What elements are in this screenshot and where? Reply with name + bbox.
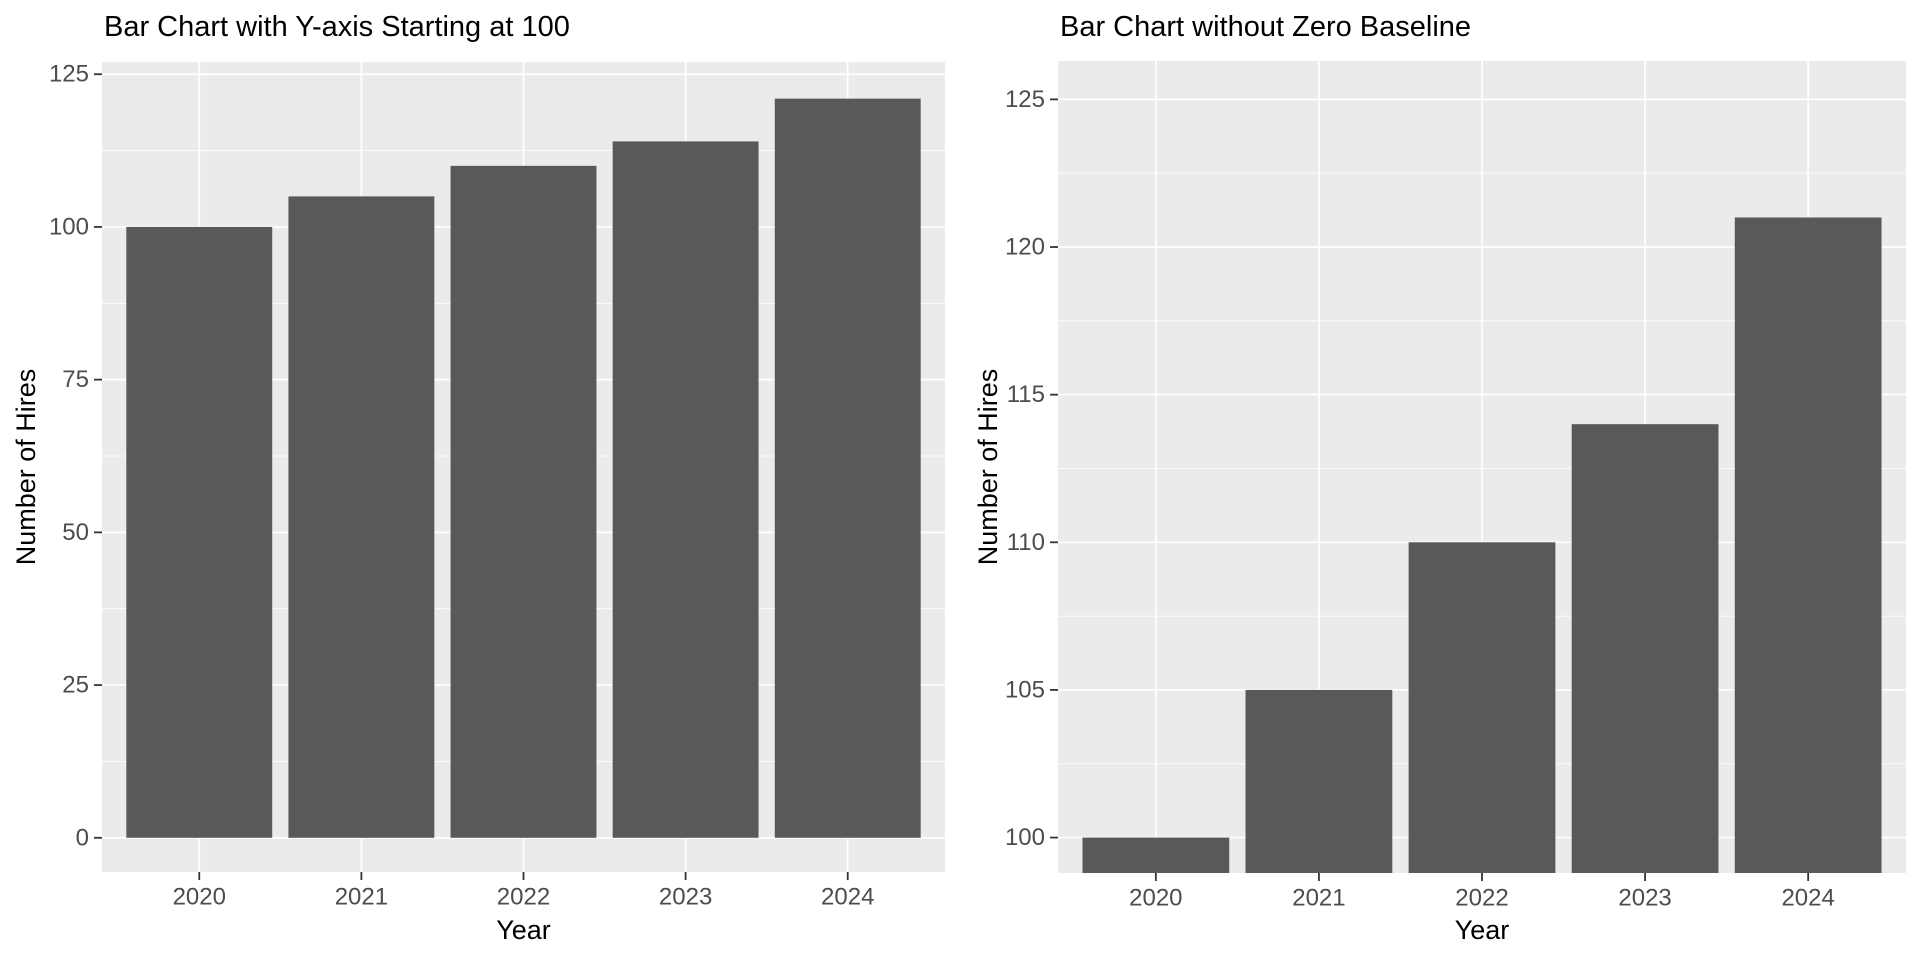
left-chart-svg: 0 25 50 75 100 125 2020 2021 2022 2023 2024 Year Num… [11, 11, 945, 945]
chart-title: Bar Chart with Y-axis Starting at 100 [104, 11, 570, 43]
y-tick-label: 105 [1005, 676, 1045, 703]
chart-right: 100 105 110 115 120 125 2020 2021 2022 2023 2024 Ye… [960, 0, 1920, 960]
y-tick-label: 115 [1007, 381, 1045, 408]
y-tick-label: 100 [1005, 824, 1045, 851]
x-tick-label: 2023 [1618, 885, 1671, 912]
y-tick-label: 75 [62, 366, 89, 393]
y-tick-label: 25 [62, 672, 89, 699]
bar-2024 [774, 98, 921, 838]
x-tick-label: 2022 [497, 884, 550, 911]
bar-2023 [1571, 424, 1719, 873]
x-tick-label: 2021 [1292, 885, 1345, 912]
bar-2023 [612, 141, 759, 838]
bar-2020 [126, 226, 273, 838]
bar-2022 [450, 165, 597, 838]
right-chart-svg: 100 105 110 115 120 125 2020 2021 2022 2023 2024 Ye… [973, 11, 1906, 945]
bar-2020 [1082, 837, 1230, 873]
y-tick-label: 125 [1005, 86, 1045, 113]
bar-2021 [288, 196, 435, 838]
x-tick-label: 2022 [1455, 885, 1508, 912]
x-tick-label: 2024 [821, 884, 874, 911]
y-tick-label: 0 [76, 824, 89, 851]
x-tick-label: 2020 [1129, 885, 1182, 912]
y-tick-label: 100 [49, 213, 89, 240]
y-tick-label: 120 [1005, 234, 1045, 261]
y-axis-title: Number of Hires [973, 369, 1003, 566]
x-tick-label: 2020 [173, 884, 226, 911]
y-tick-label: 110 [1007, 529, 1045, 556]
x-axis-title: Year [1455, 915, 1510, 945]
chart-left: 0 25 50 75 100 125 2020 2021 2022 2023 2024 Year Num… [11, 11, 945, 945]
x-tick-label: 2021 [335, 884, 388, 911]
chart-title: Bar Chart without Zero Baseline [1060, 11, 1471, 43]
x-axis-title: Year [496, 915, 551, 945]
y-tick-label: 50 [62, 519, 89, 546]
bar-2022 [1408, 542, 1556, 873]
x-tick-label: 2024 [1781, 885, 1834, 912]
y-axis-title: Number of Hires [11, 369, 41, 566]
x-tick-label: 2023 [659, 884, 712, 911]
y-tick-label: 125 [49, 61, 89, 88]
bar-2021 [1245, 689, 1393, 873]
bar-2024 [1734, 217, 1882, 873]
